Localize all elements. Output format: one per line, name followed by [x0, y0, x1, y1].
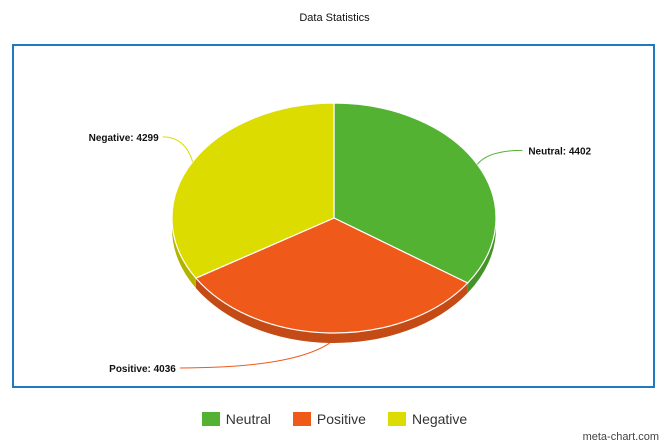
legend: Neutral Positive Negative — [0, 411, 669, 427]
pie-slice-negative[interactable] — [171, 102, 335, 279]
legend-item-negative[interactable]: Negative — [387, 411, 468, 427]
legend-swatch-neutral — [201, 412, 220, 426]
chart-title: Data Statistics — [299, 12, 370, 24]
leader-line-positive — [179, 342, 331, 369]
data-label-positive: Positive: 4036 — [109, 364, 176, 375]
pie-slice-positive[interactable] — [194, 217, 469, 334]
data-label-negative: Negative: 4299 — [89, 133, 159, 144]
legend-label-positive: Positive — [316, 411, 366, 427]
legend-swatch-negative — [387, 412, 406, 426]
legend-label-neutral: Neutral — [225, 411, 271, 427]
leader-line-neutral — [476, 149, 523, 165]
pie-side-positive — [195, 278, 468, 344]
watermark: meta-chart.com — [582, 431, 659, 443]
legend-item-positive[interactable]: Positive — [292, 411, 366, 427]
legend-swatch-positive — [292, 412, 311, 426]
pie-side-neutral — [467, 218, 496, 294]
plot-frame — [12, 44, 655, 388]
data-label-neutral: Neutral: 4402 — [528, 146, 591, 157]
legend-label-negative: Negative — [411, 411, 468, 427]
legend-item-neutral[interactable]: Neutral — [201, 411, 271, 427]
leader-line-negative — [162, 136, 194, 162]
